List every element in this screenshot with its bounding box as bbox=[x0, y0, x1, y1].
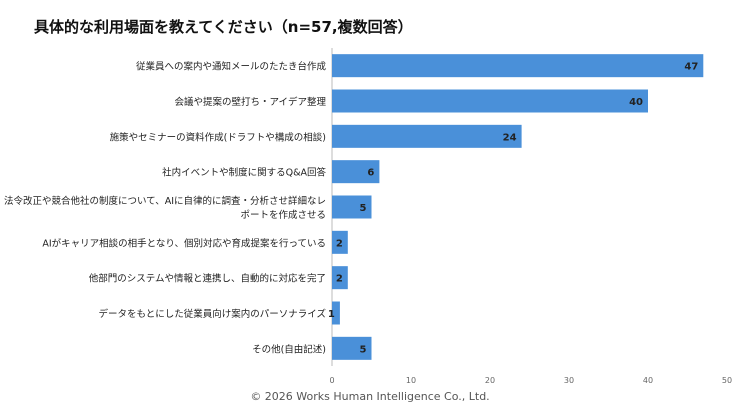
data-label: 1 bbox=[328, 309, 335, 320]
x-tick-label: 20 bbox=[485, 376, 495, 385]
bar bbox=[332, 336, 372, 360]
category-label: 他部門のシステムや情報と連携し、自動的に対応を完了 bbox=[89, 273, 326, 285]
bar bbox=[332, 124, 522, 148]
data-label: 40 bbox=[629, 97, 643, 108]
x-tick-label: 0 bbox=[329, 376, 334, 385]
category-label: 施策やセミナーの資料作成(ドラフトや構成の相談) bbox=[110, 131, 326, 143]
category-label: 従業員への案内や通知メールのたたき台作成 bbox=[136, 61, 327, 73]
x-tick-label: 40 bbox=[643, 376, 653, 385]
bar bbox=[332, 160, 380, 184]
x-tick-label: 50 bbox=[722, 376, 732, 385]
bar bbox=[332, 89, 648, 113]
category-label: データをもとにした従業員向け案内のパーソナライズ bbox=[98, 308, 326, 320]
data-label: 2 bbox=[336, 238, 343, 249]
category-label: その他(自由記述) bbox=[252, 343, 326, 355]
x-tick-label: 30 bbox=[564, 376, 574, 385]
data-label: 6 bbox=[367, 168, 374, 179]
bar bbox=[332, 195, 372, 219]
bar bbox=[332, 301, 340, 325]
category-label: 社内イベントや制度に関するQ&A回答 bbox=[162, 167, 326, 179]
chart-title: 具体的な利用場面を教えてください（n=57,複数回答） bbox=[34, 18, 413, 36]
category-label: ポートを作成させる bbox=[240, 209, 326, 221]
data-label: 5 bbox=[360, 203, 367, 214]
data-label: 47 bbox=[684, 62, 698, 73]
data-label: 24 bbox=[503, 132, 517, 143]
category-label: 法令改正や競合他社の制度について、AIに自律的に調査・分析させ詳細なレ bbox=[4, 195, 326, 207]
x-tick-label: 10 bbox=[406, 376, 416, 385]
data-label: 5 bbox=[360, 344, 367, 355]
copyright-footer: © 2026 Works Human Intelligence Co., Ltd… bbox=[250, 390, 490, 403]
data-label: 2 bbox=[336, 274, 343, 285]
bar bbox=[332, 266, 348, 290]
category-label: AIがキャリア相談の相手となり、個別対応や育成提案を行っている bbox=[42, 237, 326, 249]
bar bbox=[332, 54, 704, 78]
category-label: 会議や提案の壁打ち・アイデア整理 bbox=[174, 96, 326, 108]
bar bbox=[332, 230, 348, 254]
